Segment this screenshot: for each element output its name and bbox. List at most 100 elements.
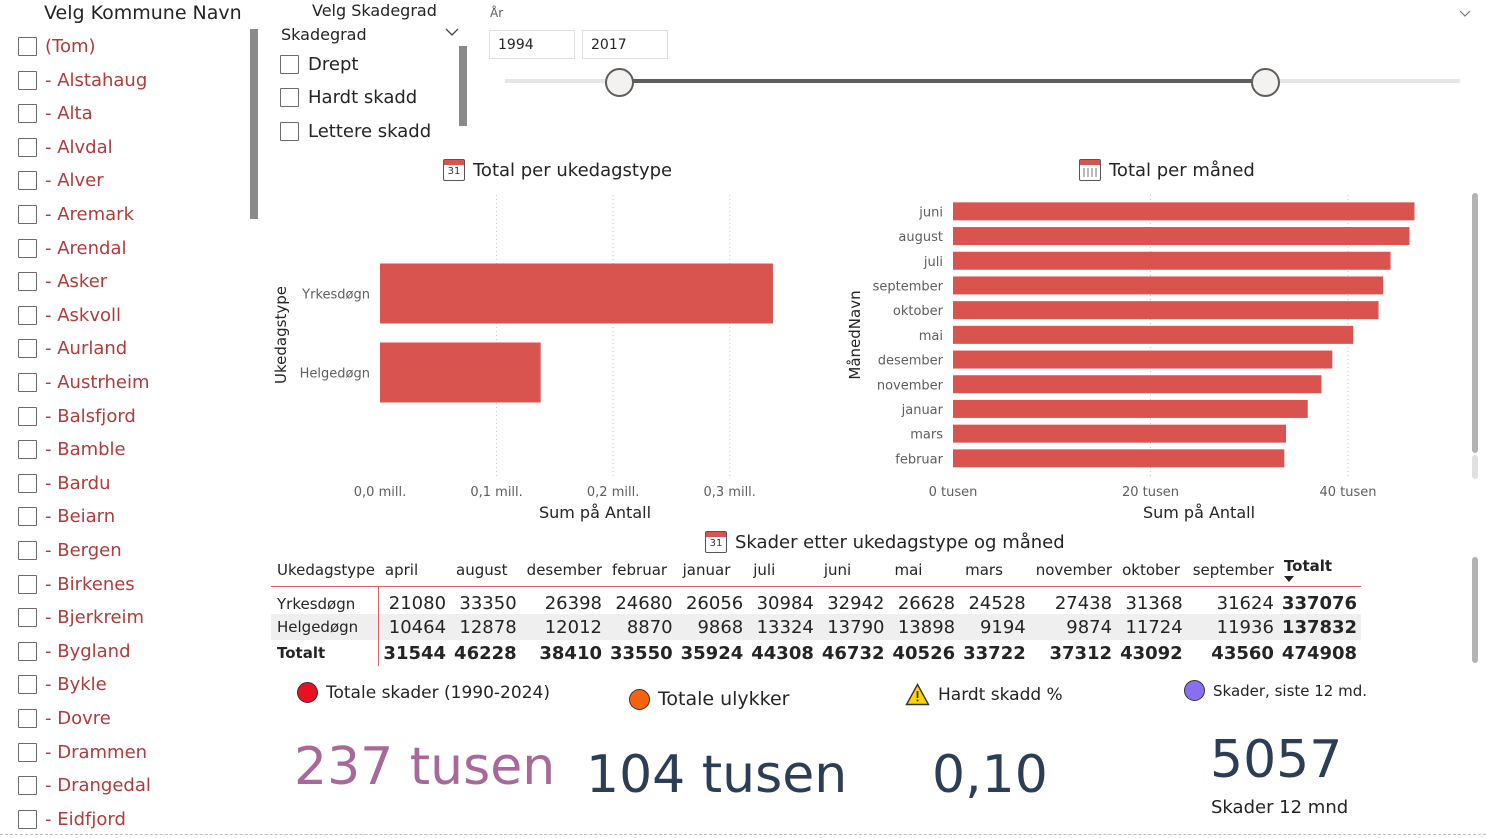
kommune-option-label: - Askvoll [45, 304, 121, 326]
year-slider-start-handle[interactable] [605, 68, 634, 97]
kommune-option[interactable]: - Beiarn [18, 501, 115, 531]
checkbox[interactable] [18, 271, 37, 291]
matrix-column-header[interactable]: april [378, 554, 451, 587]
matrix-column-header[interactable]: mai [888, 554, 960, 587]
kommune-option[interactable]: (Tom) [18, 31, 96, 61]
kommune-option[interactable]: - Dovre [18, 703, 111, 733]
matrix-cell: 44308 [751, 642, 814, 664]
bar [953, 375, 1322, 394]
skadegrad-scrollbar[interactable] [459, 46, 467, 126]
matrix-column-header[interactable]: august [450, 554, 521, 587]
checkbox[interactable] [280, 54, 299, 74]
checkbox[interactable] [18, 775, 37, 795]
matrix-column-label: Totalt [1283, 557, 1333, 575]
matrix-cell: 13790 [817, 614, 889, 640]
matrix-cell: 26056 [685, 593, 744, 614]
checkbox[interactable] [18, 204, 37, 224]
bar [953, 276, 1384, 295]
table-row: Helgedøgn 10464 12878 12012 8870 9868 13324 137… [271, 614, 1362, 640]
skadegrad-dropdown-label[interactable]: Skadegrad [281, 25, 367, 44]
matrix-column-header[interactable]: november [1029, 554, 1117, 587]
checkbox[interactable] [18, 439, 37, 459]
kommune-option[interactable]: - Bykle [18, 669, 107, 699]
checkbox[interactable] [18, 305, 37, 325]
chevron-down-icon[interactable] [444, 24, 460, 40]
chart-scrollbar[interactable] [1472, 193, 1478, 453]
kommune-option[interactable]: - Asker [18, 266, 107, 296]
checkbox[interactable] [18, 473, 37, 493]
checkbox[interactable] [18, 641, 37, 661]
kommune-option[interactable]: - Austrheim [18, 367, 149, 397]
chevron-down-icon[interactable] [1458, 6, 1472, 20]
matrix-column-header[interactable]: desember [520, 554, 606, 587]
matrix-scrollbar[interactable] [1472, 557, 1478, 663]
checkbox[interactable] [18, 809, 37, 829]
kommune-option[interactable]: - Alstahaug [18, 65, 147, 95]
matrix-column-header[interactable]: juni [817, 554, 889, 587]
checkbox[interactable] [280, 121, 299, 141]
matrix-column-header[interactable]: februar [606, 554, 677, 587]
sort-descending-icon[interactable] [1283, 576, 1294, 582]
year-start-input[interactable]: 1994 [489, 30, 575, 59]
kommune-option[interactable]: - Bygland [18, 636, 131, 666]
matrix-column-header[interactable]: januar [676, 554, 748, 587]
matrix-column-header[interactable]: september [1186, 554, 1278, 587]
kommune-option[interactable]: - Birkenes [18, 569, 135, 599]
checkbox[interactable] [18, 406, 37, 426]
matrix-column-header[interactable]: oktober [1116, 554, 1187, 587]
checkbox[interactable] [18, 674, 37, 694]
kommune-option[interactable]: - Alver [18, 165, 104, 195]
year-slider-end-handle[interactable] [1251, 68, 1280, 97]
kommune-option[interactable]: - Bamble [18, 434, 126, 464]
checkbox[interactable] [18, 338, 37, 358]
kommune-slicer-title: Velg Kommune Navn [44, 2, 242, 24]
year-end-input[interactable]: 2017 [582, 30, 668, 59]
kommune-option[interactable]: - Alvdal [18, 132, 113, 162]
kommune-option[interactable]: - Askvoll [18, 300, 121, 330]
checkbox[interactable] [18, 708, 37, 728]
matrix-row-label[interactable]: Helgedøgn [271, 614, 380, 640]
checkbox[interactable] [18, 36, 37, 56]
kommune-option[interactable]: - Drammen [18, 737, 147, 767]
bar [953, 399, 1308, 418]
checkbox[interactable] [18, 103, 37, 123]
kommune-option[interactable]: - Aurland [18, 333, 127, 363]
checkbox[interactable] [18, 506, 37, 526]
kommune-option[interactable]: - Alta [18, 98, 93, 128]
matrix-column-header[interactable]: juli [747, 554, 818, 587]
checkbox[interactable] [18, 574, 37, 594]
checkbox[interactable] [280, 87, 299, 107]
y-axis-title: MånedNavn [846, 290, 864, 379]
kommune-option[interactable]: - Bergen [18, 535, 122, 565]
matrix-table: Ukedagstype april august desember februar jan… [271, 554, 1362, 666]
checkbox[interactable] [18, 170, 37, 190]
kommune-option[interactable]: - Eidfjord [18, 804, 126, 834]
bar [953, 449, 1285, 468]
checkbox[interactable] [18, 540, 37, 560]
kommune-option[interactable]: - Bardu [18, 468, 111, 498]
kommune-option[interactable]: - Aremark [18, 199, 134, 229]
purple-dot-icon [1184, 680, 1205, 701]
kommune-option[interactable]: - Arendal [18, 233, 126, 263]
matrix-column-header[interactable]: Totalt [1277, 554, 1362, 587]
skadegrad-option[interactable]: Hardt skadd [280, 84, 417, 110]
skadegrad-option[interactable]: Lettere skadd [280, 118, 431, 144]
checkbox[interactable] [18, 137, 37, 157]
skadegrad-option[interactable]: Drept [280, 51, 358, 77]
matrix-row-label[interactable]: Yrkesdøgn [271, 586, 380, 614]
kommune-option[interactable]: - Balsfjord [18, 401, 136, 431]
matrix-column-header[interactable]: mars [959, 554, 1030, 587]
checkbox[interactable] [18, 607, 37, 627]
kommune-scrollbar[interactable] [250, 29, 258, 219]
x-axis-title: Sum på Antall [539, 503, 651, 522]
checkbox[interactable] [18, 372, 37, 392]
kommune-option[interactable]: - Bjerkreim [18, 602, 144, 632]
checkbox[interactable] [18, 742, 37, 762]
matrix-cell: 27438 [1054, 593, 1113, 614]
checkbox[interactable] [18, 70, 37, 90]
matrix-row-label[interactable]: Totalt [271, 640, 380, 666]
checkbox[interactable] [18, 238, 37, 258]
calendar-icon [1079, 159, 1101, 181]
kommune-option[interactable]: - Drangedal [18, 770, 151, 800]
year-slider-range [619, 79, 1266, 83]
